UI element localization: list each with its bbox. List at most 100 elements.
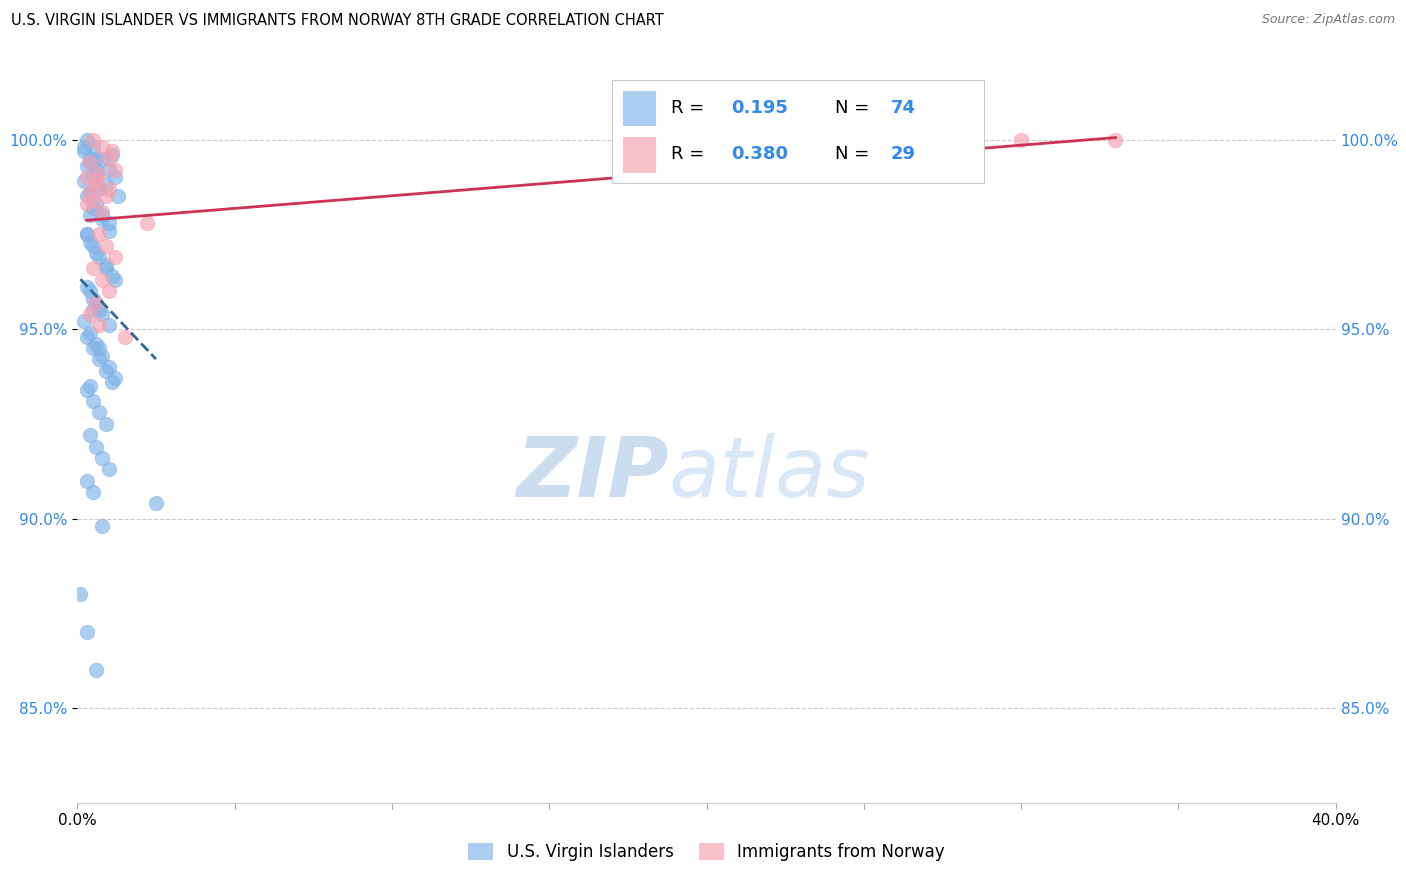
Text: 0.195: 0.195 <box>731 99 787 117</box>
Point <box>91 140 114 154</box>
Point <box>84 246 107 260</box>
Point <box>89 405 111 419</box>
Point <box>1010 132 1032 146</box>
Point <box>76 227 98 242</box>
Point <box>79 186 101 200</box>
Point <box>69 587 91 601</box>
Point <box>97 318 120 333</box>
Point <box>84 167 107 181</box>
Point <box>89 318 111 333</box>
Text: R =: R = <box>671 99 710 117</box>
Point <box>84 663 107 677</box>
Text: N =: N = <box>835 145 875 163</box>
Point <box>82 303 104 318</box>
Point <box>82 292 104 306</box>
Point <box>94 178 117 192</box>
Point <box>84 295 107 310</box>
Point <box>89 352 111 367</box>
Point <box>76 197 98 211</box>
Point <box>84 174 107 188</box>
Point <box>79 208 101 222</box>
Point <box>94 238 117 252</box>
Point <box>1104 132 1126 146</box>
Point <box>72 144 94 158</box>
Point <box>84 152 107 166</box>
Point <box>91 307 114 321</box>
Point <box>97 162 120 177</box>
Text: N =: N = <box>835 99 875 117</box>
Point <box>76 227 98 242</box>
Text: U.S. VIRGIN ISLANDER VS IMMIGRANTS FROM NORWAY 8TH GRADE CORRELATION CHART: U.S. VIRGIN ISLANDER VS IMMIGRANTS FROM … <box>11 13 664 29</box>
Point <box>89 303 111 318</box>
Point <box>114 329 136 343</box>
Text: ZIP: ZIP <box>516 434 669 514</box>
Point <box>76 474 98 488</box>
Point <box>104 162 127 177</box>
Point <box>104 250 127 264</box>
Point <box>82 485 104 500</box>
Point <box>82 170 104 185</box>
Point <box>79 379 101 393</box>
Point <box>79 155 101 169</box>
Point <box>97 216 120 230</box>
Point <box>76 159 98 173</box>
Point <box>94 189 117 203</box>
Point <box>76 383 98 397</box>
Point <box>89 341 111 355</box>
Point <box>79 235 101 249</box>
Y-axis label: 8th Grade: 8th Grade <box>0 399 4 475</box>
Point <box>91 450 114 465</box>
Point <box>76 625 98 640</box>
Point <box>101 375 124 389</box>
Point <box>84 337 107 351</box>
Point <box>76 329 98 343</box>
Point <box>91 204 114 219</box>
Point <box>76 170 98 185</box>
Point <box>89 182 111 196</box>
Point <box>79 428 101 442</box>
Text: Source: ZipAtlas.com: Source: ZipAtlas.com <box>1261 13 1395 27</box>
Text: 0.380: 0.380 <box>731 145 787 163</box>
Point <box>82 140 104 154</box>
Point <box>94 364 117 378</box>
Point <box>89 250 111 264</box>
Point <box>91 212 114 227</box>
Point <box>84 440 107 454</box>
Text: atlas: atlas <box>669 434 870 514</box>
Text: 74: 74 <box>891 99 917 117</box>
Point <box>72 174 94 188</box>
Point <box>91 152 114 166</box>
Point <box>84 295 107 310</box>
Legend: U.S. Virgin Islanders, Immigrants from Norway: U.S. Virgin Islanders, Immigrants from N… <box>461 836 952 868</box>
Point <box>82 341 104 355</box>
Point <box>97 284 120 298</box>
Point <box>101 147 124 161</box>
Point <box>94 417 117 431</box>
Bar <box>623 136 657 173</box>
Point <box>79 326 101 340</box>
Point <box>82 238 104 252</box>
Point <box>79 155 101 169</box>
Point <box>91 519 114 533</box>
Point <box>79 152 101 166</box>
Text: R =: R = <box>671 145 710 163</box>
Point <box>91 273 114 287</box>
Point <box>107 189 129 203</box>
Text: 29: 29 <box>891 145 917 163</box>
Point <box>89 227 111 242</box>
Point <box>145 496 167 510</box>
Point <box>76 189 98 203</box>
Point <box>76 280 98 294</box>
Point <box>82 193 104 207</box>
Point <box>94 261 117 276</box>
Point <box>97 462 120 476</box>
Point <box>76 132 98 146</box>
Point <box>104 170 127 185</box>
Point <box>97 152 120 166</box>
Point <box>82 261 104 276</box>
Point <box>84 178 107 192</box>
Point <box>97 359 120 374</box>
Point <box>94 258 117 272</box>
Point <box>97 182 120 196</box>
Point <box>84 197 107 211</box>
